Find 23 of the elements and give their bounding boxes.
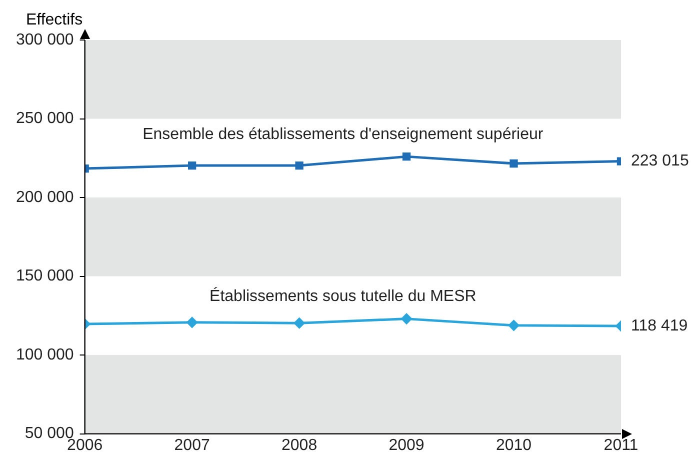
point — [186, 317, 198, 328]
series-label: Établissements sous tutelle du MESR — [210, 287, 476, 306]
point — [294, 318, 305, 328]
point — [402, 152, 411, 161]
data-label: 223 015 — [631, 152, 689, 170]
point — [401, 314, 412, 324]
x-tick-label: 2009 — [388, 436, 424, 454]
y-tick-label: 300 000 — [16, 31, 74, 48]
data-label: 118 419 — [631, 317, 688, 334]
x-tick-label: 2008 — [282, 436, 318, 454]
x-tick-label: 2007 — [174, 436, 210, 454]
x-tick-label: 2010 — [496, 436, 532, 454]
point — [295, 161, 304, 170]
y-tick-label: 100 000 — [16, 346, 74, 364]
point — [508, 320, 520, 331]
point — [188, 161, 196, 170]
x-tick-label: 2011 — [604, 436, 638, 454]
series-label: Ensemble des établissements d'enseignement supérieur — [142, 126, 544, 143]
y-tick-label: 200 000 — [16, 188, 74, 206]
y-axis-title: Effectifs — [26, 11, 83, 28]
y-tick-label: 250 000 — [16, 110, 74, 128]
point — [510, 159, 518, 168]
y-tick-label: 150 000 — [16, 268, 74, 285]
